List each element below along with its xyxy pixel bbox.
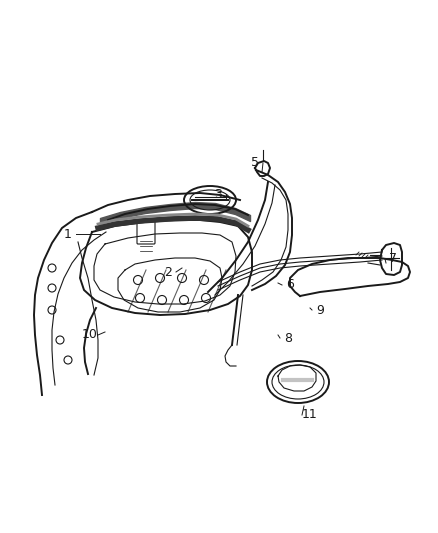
Text: 6: 6 bbox=[286, 279, 294, 292]
Text: 8: 8 bbox=[284, 332, 292, 344]
Text: 3: 3 bbox=[214, 188, 222, 200]
Text: 11: 11 bbox=[302, 408, 318, 422]
Text: 10: 10 bbox=[82, 328, 98, 342]
Text: 9: 9 bbox=[316, 303, 324, 317]
Text: 7: 7 bbox=[389, 253, 397, 265]
Text: 2: 2 bbox=[164, 265, 172, 279]
Text: 5: 5 bbox=[251, 157, 259, 169]
Text: 1: 1 bbox=[64, 228, 72, 240]
